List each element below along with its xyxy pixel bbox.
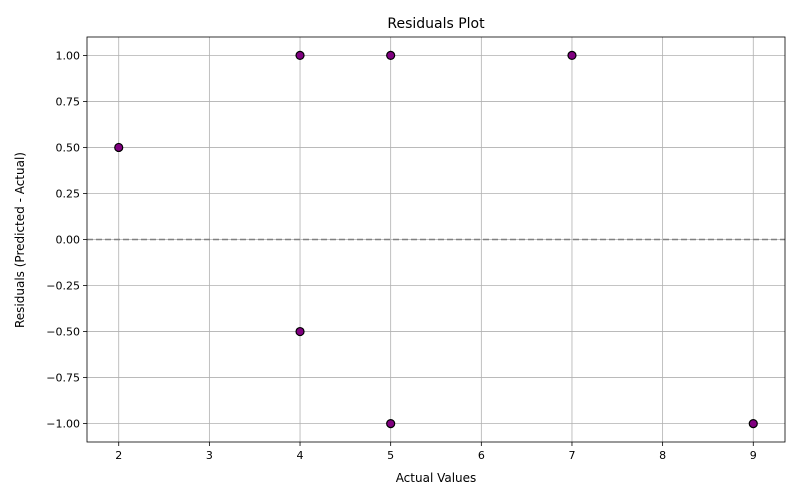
y-tick-label: −0.25 bbox=[46, 280, 80, 293]
y-tick-label: −1.00 bbox=[46, 418, 80, 431]
x-axis-label: Actual Values bbox=[396, 471, 477, 485]
y-tick-label: 0.50 bbox=[56, 141, 81, 154]
x-tick-label: 3 bbox=[206, 449, 213, 462]
x-axis-ticks: 2 3 4 5 6 7 8 9 bbox=[115, 442, 757, 462]
y-tick-label: −0.50 bbox=[46, 326, 80, 339]
x-tick-label: 5 bbox=[387, 449, 394, 462]
data-point bbox=[114, 142, 124, 153]
x-tick-label: 2 bbox=[115, 449, 122, 462]
data-point bbox=[386, 418, 396, 429]
data-point bbox=[295, 50, 305, 61]
y-tick-label: −0.75 bbox=[46, 372, 80, 385]
data-point bbox=[567, 50, 577, 61]
x-tick-label: 6 bbox=[478, 449, 485, 462]
x-tick-label: 9 bbox=[750, 449, 757, 462]
y-axis-label: Residuals (Predicted - Actual) bbox=[13, 152, 27, 328]
data-point bbox=[295, 326, 305, 337]
data-points bbox=[114, 50, 758, 429]
x-tick-label: 8 bbox=[659, 449, 666, 462]
x-tick-label: 7 bbox=[568, 449, 575, 462]
y-tick-label: 0.75 bbox=[56, 95, 81, 108]
data-point bbox=[748, 418, 758, 429]
chart-title: Residuals Plot bbox=[387, 16, 485, 32]
x-tick-label: 4 bbox=[297, 449, 304, 462]
y-tick-label: 0.00 bbox=[56, 234, 81, 247]
y-axis-ticks: −1.00 −0.75 −0.50 −0.25 0.00 0.25 0.50 0.75 1.00 bbox=[46, 49, 87, 431]
y-tick-label: 1.00 bbox=[56, 49, 81, 62]
y-tick-label: 0.25 bbox=[56, 187, 81, 200]
data-point bbox=[386, 50, 396, 61]
